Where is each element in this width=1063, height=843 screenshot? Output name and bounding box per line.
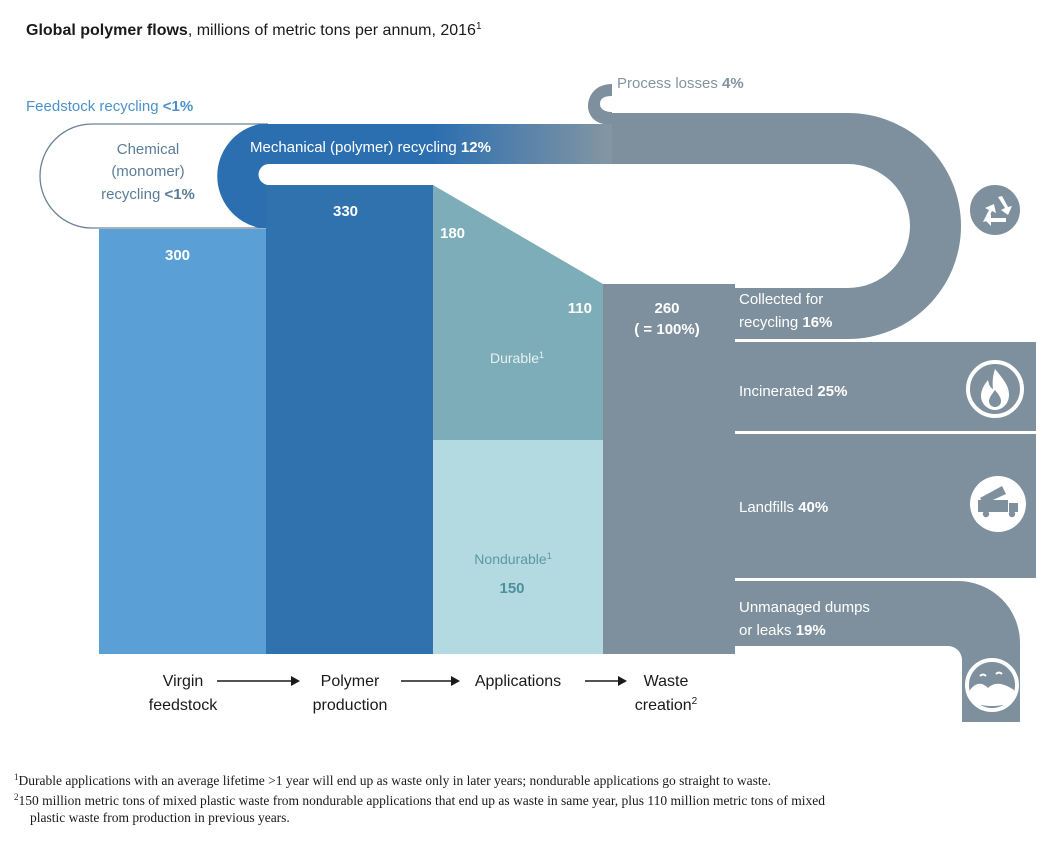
mechanical-recycling-label: Mechanical (polymer) recycling 12% xyxy=(250,139,491,156)
collected-label-line1: Collected for xyxy=(739,291,823,308)
svg-text:Chemical: Chemical xyxy=(117,141,180,158)
waste-percent: ( = 100%) xyxy=(634,321,699,338)
diagram-title: Global polymer flows, millions of metric… xyxy=(26,21,482,39)
flame-icon xyxy=(966,360,1024,418)
truck-icon xyxy=(970,476,1026,532)
footnote-2: 2150 million metric tons of mixed plasti… xyxy=(14,792,826,808)
feedstock-recycling-label: Feedstock recycling <1% xyxy=(26,98,193,115)
collected-label-line2: recycling 16% xyxy=(739,314,832,331)
nondurable-label: Nondurable1 xyxy=(474,551,551,567)
stage-applications: Applications xyxy=(475,673,561,690)
landfills-label: Landfills 40% xyxy=(739,499,828,516)
stage-virgin-line2: feedstock xyxy=(149,697,218,714)
process-losses-curl xyxy=(588,84,612,124)
durable-label: Durable1 xyxy=(490,350,544,366)
stage-virgin-line1: Virgin xyxy=(163,673,204,690)
virgin-value: 300 xyxy=(165,247,190,264)
recycle-icon xyxy=(966,181,1024,239)
stage-waste-line1: Waste xyxy=(644,673,689,690)
svg-text:(monomer): (monomer) xyxy=(111,163,184,180)
stage-labels: Virgin feedstock Polymer production Appl… xyxy=(149,673,698,714)
unmanaged-label-line1: Unmanaged dumps xyxy=(739,599,870,616)
stage-polymer-line2: production xyxy=(313,697,388,714)
ocean-icon xyxy=(965,658,1019,712)
stage-polymer-line1: Polymer xyxy=(321,673,380,690)
chemical-recycling-label: Chemical (monomer) recycling <1% xyxy=(101,141,195,203)
virgin-feedstock-bar xyxy=(99,229,266,654)
unmanaged-label-line2: or leaks 19% xyxy=(739,622,826,639)
waste-creation-bar xyxy=(603,284,735,654)
svg-text:recycling <1%: recycling <1% xyxy=(101,186,195,203)
incinerated-label: Incinerated 25% xyxy=(739,383,847,400)
applications-value: 180 xyxy=(440,225,465,242)
stage-waste-line2: creation2 xyxy=(635,696,698,714)
recycling-return-loop xyxy=(603,113,961,339)
nondurable-applications-bar xyxy=(433,440,603,654)
footnote-1: 1Durable applications with an average li… xyxy=(14,772,772,788)
durable-value: 110 xyxy=(568,300,592,317)
unmanaged-dumps-band xyxy=(735,581,1020,722)
waste-value: 260 xyxy=(654,300,679,317)
polymer-value: 330 xyxy=(333,203,358,220)
process-losses-label: Process losses 4% xyxy=(617,75,744,92)
footnotes: 1Durable applications with an average li… xyxy=(14,769,1054,826)
chemical-recycling-loop xyxy=(39,123,268,229)
polymer-production-bar xyxy=(266,185,433,654)
nondurable-value: 150 xyxy=(499,580,524,597)
footnote-2-cont: plastic waste from production in previou… xyxy=(30,810,290,825)
durable-applications-bar xyxy=(433,185,603,440)
stage-arrows xyxy=(217,676,627,686)
mechanical-recycling-loop xyxy=(217,124,612,228)
